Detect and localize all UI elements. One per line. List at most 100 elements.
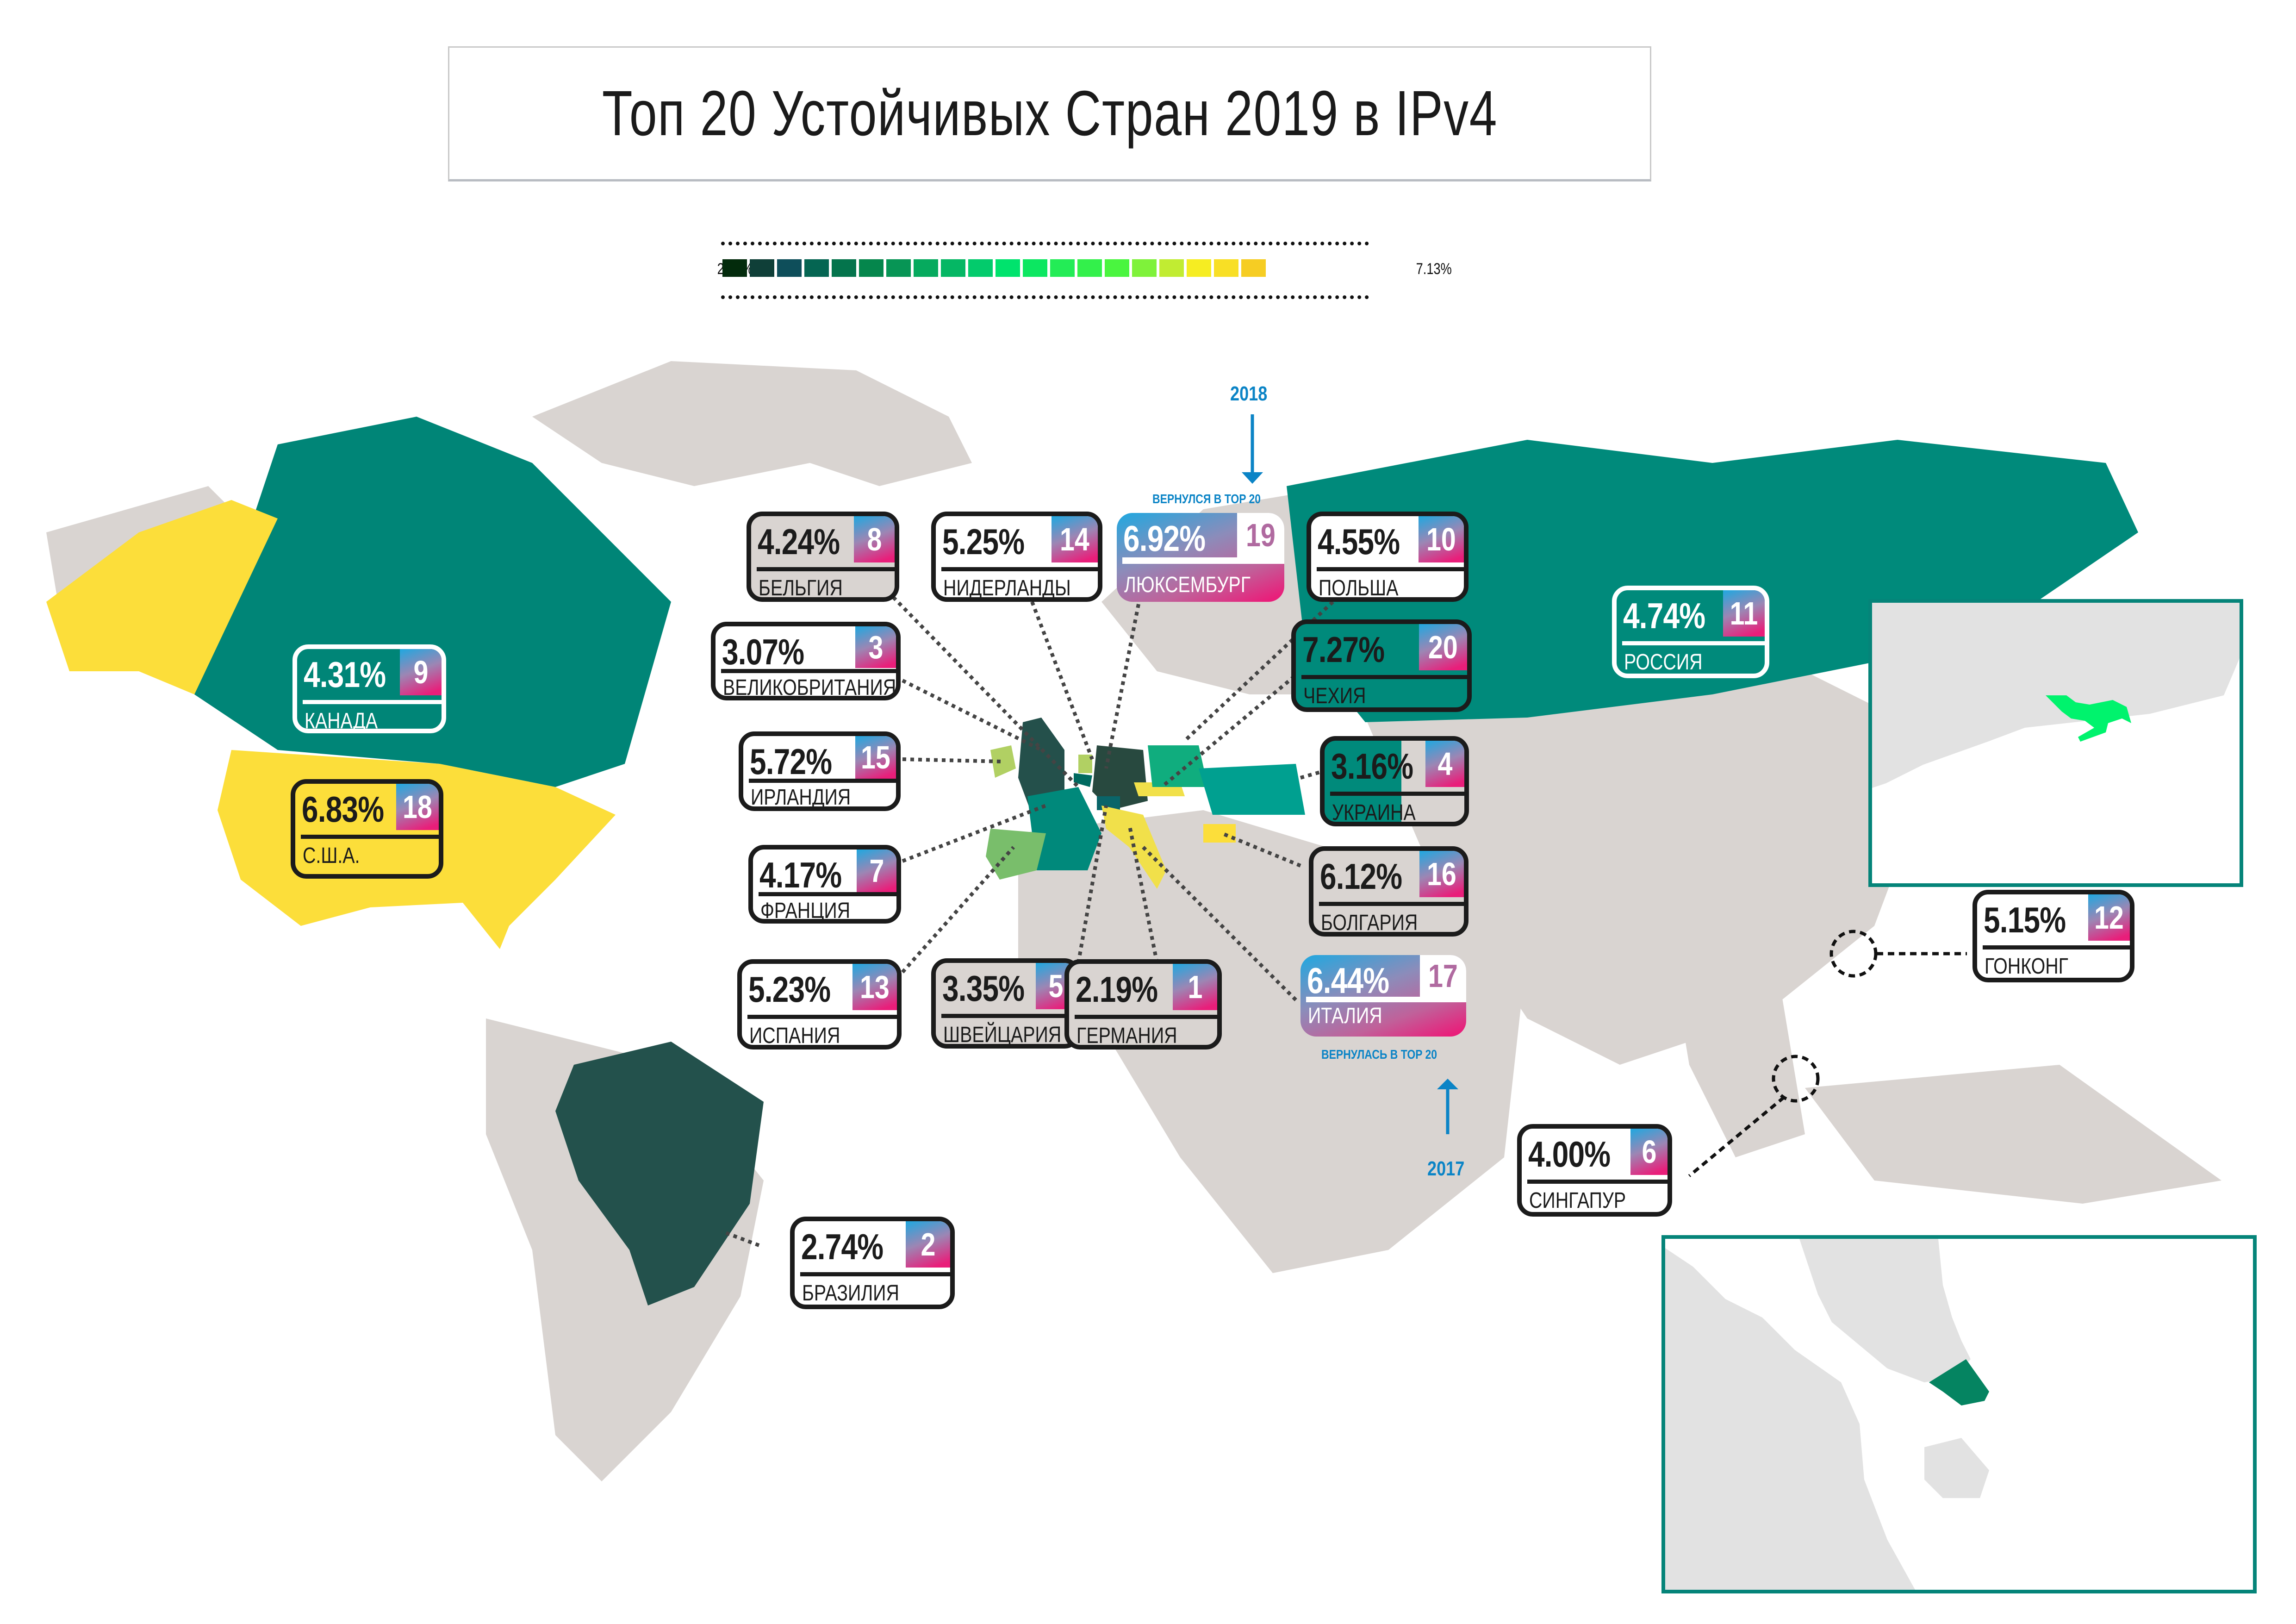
callout-rank-badge: 8 xyxy=(854,516,895,562)
callout-uk: 3.07% 3 ВЕЛИКОБРИТАНИЯ xyxy=(711,622,901,700)
callout-country: НИДЕРЛАНДЫ xyxy=(943,576,1071,600)
callout-country: РОССИЯ xyxy=(1624,650,1703,675)
callout-divider xyxy=(749,779,896,783)
callout-rank: 8 xyxy=(867,521,882,557)
legend-swatch xyxy=(1050,259,1075,277)
callout-rank: 14 xyxy=(1060,521,1089,557)
arrow-2017 xyxy=(1437,1079,1458,1134)
callout-divider xyxy=(1330,792,1464,796)
singapore-inset-shape xyxy=(1665,1239,1989,1590)
legend-swatch xyxy=(1023,259,1047,277)
annotation-luxembourg-note: ВЕРНУЛСЯ В TOP 20 xyxy=(1152,492,1261,506)
callout-country: ИРЛАНДИЯ xyxy=(751,785,851,810)
legend-swatch xyxy=(1159,259,1184,277)
callout-percent: 6.12% xyxy=(1320,856,1402,897)
callout-hong-kong: 5.15% 12 ГОНКОНГ xyxy=(1972,890,2134,982)
callout-rank: 10 xyxy=(1426,521,1456,557)
alaska-shape xyxy=(46,500,278,694)
legend-swatch xyxy=(886,259,911,277)
callout-country: ЧЕХИЯ xyxy=(1303,684,1366,708)
callout-rank-badge: 20 xyxy=(1419,624,1467,670)
legend-swatch xyxy=(1241,259,1266,277)
legend-swatch xyxy=(1214,259,1238,277)
callout-rank-badge: 3 xyxy=(855,626,896,668)
page-title: Топ 20 Устойчивых Стран 2019 в IPv4 xyxy=(602,77,1498,149)
callout-rank-badge: 11 xyxy=(1723,590,1765,637)
hong-kong-inset-map xyxy=(1868,599,2243,887)
callout-divider xyxy=(941,1014,1076,1018)
netherlands-shape xyxy=(1078,755,1092,773)
callout-country: БРАЗИЛИЯ xyxy=(802,1281,899,1305)
callout-usa: 6.83% 18 С.Ш.А. xyxy=(291,779,443,879)
callout-czechia: 7.27% 20 ЧЕХИЯ xyxy=(1291,619,1472,712)
callout-country: КАНАДА xyxy=(305,709,378,733)
callout-spain: 5.23% 13 ИСПАНИЯ xyxy=(737,959,902,1049)
callout-rank-badge: 10 xyxy=(1419,516,1464,562)
callout-percent: 4.74% xyxy=(1623,595,1705,636)
arrow-2018 xyxy=(1242,414,1263,484)
callout-rank: 18 xyxy=(403,789,432,825)
callout-percent: 7.27% xyxy=(1302,629,1385,670)
callout-divider xyxy=(941,567,1098,571)
legend-bottom-dotted-line xyxy=(721,295,1369,299)
callout-italy: 6.44% 17 ИТАЛИЯ xyxy=(1300,955,1466,1037)
legend-swatch xyxy=(1105,259,1129,277)
callout-luxembourg: 6.92% 19 ЛЮКСЕМБУРГ xyxy=(1117,513,1284,602)
callout-divider xyxy=(800,1272,950,1276)
callout-divider xyxy=(303,700,442,704)
callout-rank: 5 xyxy=(1048,968,1063,1004)
callout-country: БОЛГАРИЯ xyxy=(1321,911,1418,935)
callout-netherlands: 5.25% 14 НИДЕРЛАНДЫ xyxy=(931,512,1102,602)
legend-swatch xyxy=(777,259,802,277)
callout-country: ИСПАНИЯ xyxy=(749,1024,840,1048)
callout-belgium: 4.24% 8 БЕЛЬГИЯ xyxy=(747,512,899,602)
legend-swatch xyxy=(722,259,747,277)
callout-russia: 4.74% 11 РОССИЯ xyxy=(1612,586,1769,678)
callout-rank-badge: 1 xyxy=(1173,964,1217,1010)
color-scale-legend: 2.26% 7.13% xyxy=(694,231,1527,315)
callout-percent: 2.19% xyxy=(1076,969,1158,1010)
france-shape xyxy=(1027,787,1101,870)
callout-percent: 5.15% xyxy=(1984,899,2066,940)
ireland-shape xyxy=(990,745,1016,778)
callout-switzerland: 3.35% 5 ШВЕЙЦАРИЯ xyxy=(931,958,1080,1049)
callout-rank: 1 xyxy=(1188,969,1202,1005)
legend-max-label: 7.13% xyxy=(1416,260,1452,278)
legend-swatch xyxy=(859,259,884,277)
callout-percent: 5.23% xyxy=(748,969,831,1010)
canada-shape xyxy=(194,417,671,787)
callout-divider xyxy=(1306,997,1466,1002)
callout-rank-badge: 19 xyxy=(1237,513,1284,557)
callout-country: ШВЕЙЦАРИЯ xyxy=(943,1023,1062,1047)
callout-rank-badge: 6 xyxy=(1630,1129,1668,1175)
legend-swatch xyxy=(750,259,774,277)
callout-percent: 4.31% xyxy=(304,654,386,695)
callout-country: ИТАЛИЯ xyxy=(1308,1004,1382,1028)
callout-divider xyxy=(301,835,439,839)
callout-rank: 2 xyxy=(921,1226,935,1262)
callout-country: ГОНКОНГ xyxy=(1985,954,2068,979)
callout-country: ПОЛЬША xyxy=(1319,576,1399,600)
bulgaria-shape xyxy=(1203,824,1236,843)
callout-rank-badge: 15 xyxy=(855,736,896,779)
callout-ukraine: 3.16% 4 УКРАИНА xyxy=(1320,736,1469,826)
annotation-2018-year: 2018 xyxy=(1230,382,1268,405)
callout-country: ФРАНЦИЯ xyxy=(760,899,851,923)
callout-rank-badge: 18 xyxy=(396,784,439,830)
callout-divider xyxy=(1075,1015,1217,1019)
callout-rank-badge: 14 xyxy=(1052,516,1098,562)
callout-rank: 6 xyxy=(1642,1134,1656,1170)
legend-swatch xyxy=(832,259,856,277)
russia-shape xyxy=(1287,440,2138,722)
callout-country: ЛЮКСЕМБУРГ xyxy=(1124,573,1251,597)
callout-percent: 6.44% xyxy=(1307,960,1389,1001)
callout-rank-badge: 13 xyxy=(852,964,897,1010)
callout-bulgaria: 6.12% 16 БОЛГАРИЯ xyxy=(1309,846,1468,937)
callout-canada: 4.31% 9 КАНАДА xyxy=(292,644,446,733)
callout-rank: 3 xyxy=(868,629,883,665)
callout-percent: 4.55% xyxy=(1318,521,1400,562)
callout-divider xyxy=(1301,675,1467,679)
callout-rank: 12 xyxy=(2094,899,2124,936)
callout-ireland: 5.72% 15 ИРЛАНДИЯ xyxy=(739,731,901,811)
callout-country: ГЕРМАНИЯ xyxy=(1076,1024,1177,1048)
